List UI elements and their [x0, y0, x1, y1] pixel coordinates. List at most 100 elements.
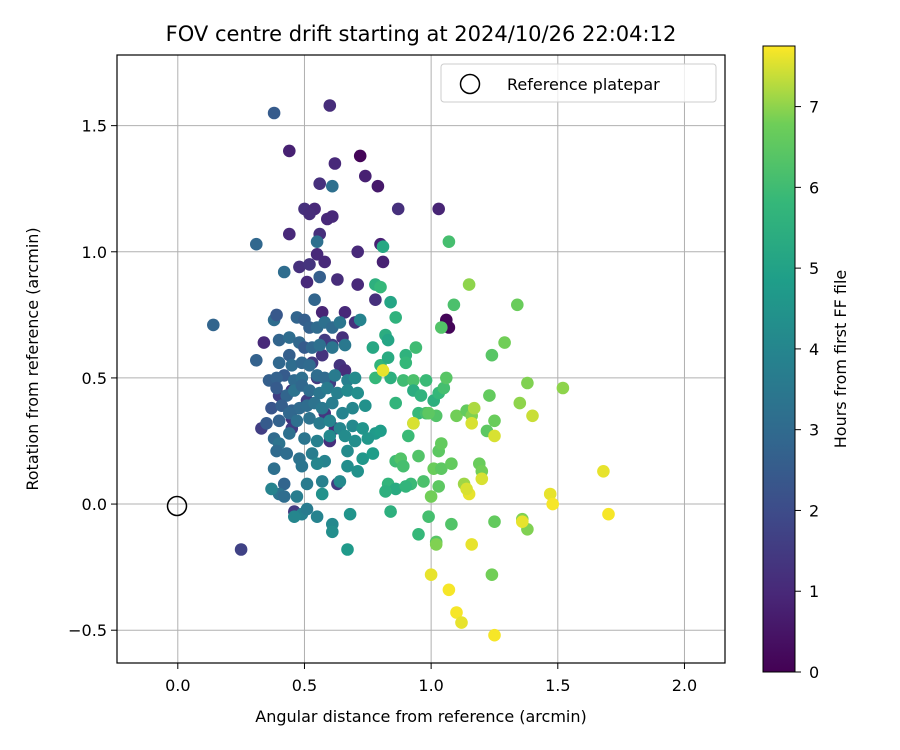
- colorbar-tick-label: 0: [809, 663, 819, 682]
- data-point: [338, 338, 352, 352]
- data-point: [308, 293, 321, 307]
- data-point: [270, 444, 283, 458]
- x-tick-label: 2.0: [672, 676, 697, 695]
- data-point: [516, 515, 529, 528]
- data-point: [475, 472, 489, 486]
- data-point: [391, 202, 405, 216]
- data-point: [272, 356, 286, 370]
- reference-point-marker: [166, 495, 188, 517]
- data-point: [442, 583, 456, 597]
- data-point: [361, 432, 375, 445]
- plot-frame: [116, 54, 726, 664]
- data-point: [546, 497, 559, 511]
- data-point: [397, 374, 410, 387]
- data-point: [351, 278, 365, 291]
- data-point: [462, 278, 476, 291]
- data-point: [318, 371, 332, 385]
- data-point: [440, 371, 453, 385]
- data-point: [465, 538, 479, 551]
- data-point: [422, 510, 435, 523]
- data-point: [315, 487, 329, 501]
- data-point: [351, 245, 365, 259]
- data-point: [310, 457, 324, 471]
- x-tick-label: 0.5: [292, 676, 317, 695]
- data-point: [526, 409, 539, 423]
- data-point: [407, 374, 420, 387]
- data-point: [326, 525, 339, 539]
- data-point: [376, 255, 390, 269]
- data-point: [488, 429, 501, 443]
- data-point: [265, 482, 278, 496]
- data-point: [338, 306, 352, 319]
- data-point: [353, 313, 367, 327]
- data-point: [315, 475, 329, 488]
- y-tick-label: 0.5: [82, 369, 107, 388]
- data-point: [326, 341, 339, 354]
- data-point: [310, 434, 324, 448]
- data-point: [310, 235, 324, 248]
- data-point: [277, 490, 291, 503]
- data-point: [321, 381, 334, 395]
- data-point: [488, 515, 501, 528]
- colorbar-tick-label: 7: [809, 98, 819, 117]
- data-point: [402, 429, 415, 443]
- data-point: [353, 149, 367, 163]
- colorbar-tick-label: 4: [809, 340, 819, 359]
- data-point: [381, 333, 395, 347]
- data-point: [465, 417, 479, 430]
- y-tick-label: −0.5: [68, 621, 107, 640]
- data-points: [207, 99, 615, 642]
- data-point: [366, 341, 380, 354]
- data-point: [267, 462, 281, 476]
- data-point: [419, 374, 433, 387]
- data-point: [348, 434, 362, 448]
- data-point: [270, 308, 283, 322]
- data-point: [272, 333, 286, 347]
- data-point: [435, 321, 448, 334]
- data-point: [407, 417, 420, 430]
- data-point: [303, 412, 316, 425]
- data-point: [331, 386, 344, 400]
- x-tick-label: 1.5: [545, 676, 570, 695]
- data-point: [303, 384, 316, 397]
- data-point: [381, 351, 395, 365]
- data-point: [346, 419, 359, 433]
- data-point: [348, 371, 362, 385]
- data-point: [455, 616, 468, 629]
- data-point: [331, 273, 344, 286]
- data-point: [295, 459, 309, 473]
- data-point: [556, 381, 570, 395]
- data-point: [424, 490, 438, 503]
- data-point: [389, 311, 403, 324]
- data-point: [384, 295, 397, 309]
- data-point: [437, 381, 451, 395]
- data-point: [346, 401, 359, 415]
- data-point: [326, 210, 339, 223]
- data-point: [359, 169, 372, 183]
- data-point: [280, 447, 294, 460]
- x-axis-label: Angular distance from reference (arcmin): [255, 707, 586, 726]
- data-point: [303, 207, 316, 221]
- data-point: [374, 280, 387, 294]
- data-point: [305, 447, 319, 460]
- data-point: [249, 354, 263, 367]
- data-point: [283, 144, 296, 158]
- colorbar-ticks: 0 1 2 3 4 5 6 7: [795, 98, 819, 682]
- data-point: [272, 414, 286, 428]
- data-point: [283, 227, 296, 241]
- data-point: [207, 318, 220, 332]
- data-point: [409, 341, 423, 354]
- data-point: [341, 459, 354, 473]
- data-point: [597, 465, 610, 478]
- data-point: [293, 260, 306, 274]
- colorbar-tick-label: 1: [809, 582, 819, 601]
- data-point: [467, 401, 481, 415]
- data-point: [399, 480, 413, 493]
- data-point: [376, 240, 390, 253]
- data-point: [303, 359, 316, 372]
- data-point: [366, 447, 380, 460]
- data-point: [399, 356, 413, 370]
- data-point: [485, 348, 499, 362]
- data-point: [341, 384, 354, 397]
